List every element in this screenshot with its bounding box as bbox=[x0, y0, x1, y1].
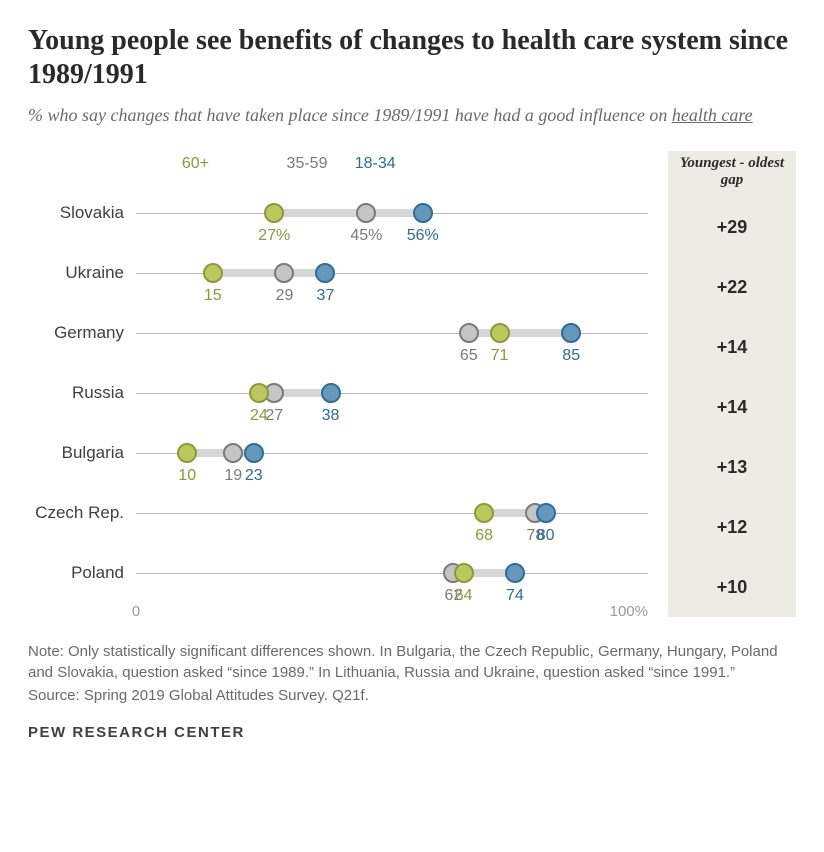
dot-mid bbox=[356, 203, 376, 223]
axis-line bbox=[136, 573, 648, 574]
dot-old bbox=[264, 203, 284, 223]
gap-value: +12 bbox=[668, 497, 796, 557]
dot-young bbox=[244, 443, 264, 463]
chart-row: Ukraine291537 bbox=[28, 243, 648, 303]
gap-column: Youngest - oldest gap +29+22+14+14+13+12… bbox=[668, 151, 796, 617]
connector bbox=[213, 269, 326, 277]
dot-old bbox=[454, 563, 474, 583]
row-label: Russia bbox=[28, 383, 136, 403]
chart-note: Note: Only statistically significant dif… bbox=[28, 641, 796, 683]
row-track: 272438 bbox=[136, 363, 648, 423]
row-label: Czech Rep. bbox=[28, 503, 136, 523]
legend: 60+ 35-59 18-34 bbox=[28, 151, 648, 177]
row-label: Bulgaria bbox=[28, 443, 136, 463]
x-axis: 0 100% bbox=[28, 603, 648, 625]
chart-source: Source: Spring 2019 Global Attitudes Sur… bbox=[28, 687, 796, 704]
dot-old bbox=[203, 263, 223, 283]
dot-young bbox=[536, 503, 556, 523]
chart-subtitle: % who say changes that have taken place … bbox=[28, 103, 796, 127]
dot-mid bbox=[459, 323, 479, 343]
gap-value: +10 bbox=[668, 557, 796, 617]
row-track: 786880 bbox=[136, 483, 648, 543]
connector bbox=[274, 209, 422, 217]
axis-line bbox=[136, 513, 648, 514]
chart: 60+35-5918-34 Slovakia45%27%56%Ukraine29… bbox=[28, 151, 796, 625]
legend-label-mid: 35-59 bbox=[287, 155, 328, 173]
gap-value: +29 bbox=[668, 197, 796, 257]
dot-old bbox=[177, 443, 197, 463]
subtitle-text: % who say changes that have taken place … bbox=[28, 105, 672, 125]
chart-row: Czech Rep.786880 bbox=[28, 483, 648, 543]
dot-young bbox=[315, 263, 335, 283]
row-label: Slovakia bbox=[28, 203, 136, 223]
axis-line bbox=[136, 393, 648, 394]
gap-value: +14 bbox=[668, 317, 796, 377]
row-label: Poland bbox=[28, 563, 136, 583]
row-track: 626474 bbox=[136, 543, 648, 603]
chart-row: Russia272438 bbox=[28, 363, 648, 423]
dot-young bbox=[505, 563, 525, 583]
dot-old bbox=[474, 503, 494, 523]
dot-mid bbox=[223, 443, 243, 463]
row-track: 657185 bbox=[136, 303, 648, 363]
row-track: 45%27%56% bbox=[136, 183, 648, 243]
chart-rows: Slovakia45%27%56%Ukraine291537Germany657… bbox=[28, 183, 648, 603]
x-tick-min: 0 bbox=[132, 603, 140, 620]
chart-row: Bulgaria191023 bbox=[28, 423, 648, 483]
row-track: 291537 bbox=[136, 243, 648, 303]
subtitle-underlined: health care bbox=[672, 105, 753, 125]
dot-old bbox=[490, 323, 510, 343]
chart-row: Slovakia45%27%56% bbox=[28, 183, 648, 243]
dot-young bbox=[321, 383, 341, 403]
row-label: Germany bbox=[28, 323, 136, 343]
legend-label-young: 18-34 bbox=[355, 155, 396, 173]
dot-young bbox=[413, 203, 433, 223]
chart-row: Poland626474 bbox=[28, 543, 648, 603]
chart-row: Germany657185 bbox=[28, 303, 648, 363]
legend-label-old: 60+ bbox=[182, 155, 209, 173]
dot-young bbox=[561, 323, 581, 343]
chart-plot-area: 60+35-5918-34 Slovakia45%27%56%Ukraine29… bbox=[28, 151, 648, 625]
gap-value: +13 bbox=[668, 437, 796, 497]
gap-value: +14 bbox=[668, 377, 796, 437]
gap-value: +22 bbox=[668, 257, 796, 317]
dot-mid bbox=[274, 263, 294, 283]
attribution: PEW RESEARCH CENTER bbox=[28, 724, 796, 741]
row-label: Ukraine bbox=[28, 263, 136, 283]
gap-column-header: Youngest - oldest gap bbox=[668, 151, 796, 197]
x-tick-max: 100% bbox=[610, 603, 648, 620]
connector bbox=[469, 329, 571, 337]
row-track: 191023 bbox=[136, 423, 648, 483]
dot-old bbox=[249, 383, 269, 403]
chart-title: Young people see benefits of changes to … bbox=[28, 24, 796, 91]
